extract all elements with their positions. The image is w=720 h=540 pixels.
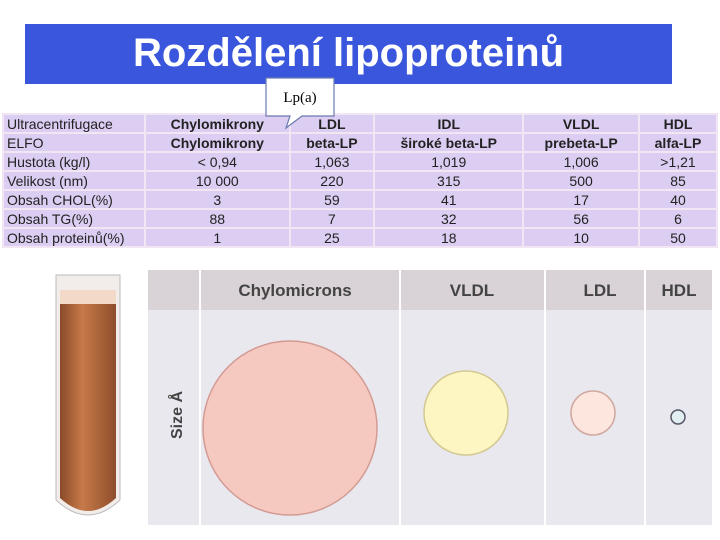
table-cell: 56 bbox=[522, 208, 640, 229]
table-cell: 32 bbox=[373, 208, 525, 229]
row-label: ELFO bbox=[2, 132, 146, 153]
table-cell: beta-LP bbox=[288, 132, 376, 153]
table-cell: 10 000 bbox=[144, 170, 291, 191]
hdl-circle bbox=[670, 409, 686, 425]
axis-label: Size Å bbox=[167, 391, 186, 439]
table-cell: 40 bbox=[637, 189, 719, 210]
table-cell: prebeta-LP bbox=[522, 132, 640, 153]
table-cell: 41 bbox=[373, 189, 525, 210]
table-cell: 1,006 bbox=[522, 151, 640, 172]
table-cell: alfa-LP bbox=[637, 132, 719, 153]
slide-title: Rozdělení lipoproteinů bbox=[25, 24, 672, 84]
table-cell: 10 bbox=[522, 227, 640, 248]
test-tube bbox=[55, 274, 121, 516]
table-cell: VLDL bbox=[522, 113, 640, 134]
table-cell: 85 bbox=[637, 170, 719, 191]
table-cell: 17 bbox=[522, 189, 640, 210]
callout: Lp(a) bbox=[265, 77, 335, 130]
table-cell: 1,019 bbox=[373, 151, 525, 172]
column-label: LDL bbox=[583, 281, 616, 300]
callout-box bbox=[265, 77, 335, 130]
table-cell: >1,21 bbox=[637, 151, 719, 172]
row-label: Ultracentrifugace bbox=[2, 113, 146, 134]
table-row: Ultracentrifugace Chylomikrony LDL IDL VLDL H… bbox=[2, 113, 719, 134]
table-cell: 220 bbox=[288, 170, 376, 191]
row-label: Velikost (nm) bbox=[2, 170, 146, 191]
table-row: Velikost (nm) 10 000 220 315 500 85 bbox=[2, 170, 719, 191]
tube-glass bbox=[55, 274, 121, 516]
tube-cream bbox=[60, 290, 116, 304]
column-label: Chylomicrons bbox=[238, 281, 351, 300]
row-label: Hustota (kg/l) bbox=[2, 151, 146, 172]
diagram-bg bbox=[148, 270, 712, 525]
table-cell: 25 bbox=[288, 227, 376, 248]
table-cell: 88 bbox=[144, 208, 291, 229]
tube-content bbox=[60, 300, 116, 511]
callout-text: Lp(a) bbox=[283, 90, 316, 106]
diagram-header bbox=[148, 270, 712, 310]
table-cell: široké beta-LP bbox=[373, 132, 525, 153]
table-cell: 315 bbox=[373, 170, 525, 191]
table-cell: LDL bbox=[288, 113, 376, 134]
table-row: Obsah TG(%) 88 7 32 56 6 bbox=[2, 208, 719, 229]
table-cell: Chylomikrony bbox=[144, 113, 291, 134]
table-cell: 59 bbox=[288, 189, 376, 210]
chylomicron-circle bbox=[202, 340, 378, 516]
table-cell: 500 bbox=[522, 170, 640, 191]
table-row: Hustota (kg/l) < 0,94 1,063 1,019 1,006 >1,21 bbox=[2, 151, 719, 172]
table-cell: 18 bbox=[373, 227, 525, 248]
table-cell: < 0,94 bbox=[144, 151, 291, 172]
table-row: Obsah CHOL(%) 3 59 41 17 40 bbox=[2, 189, 719, 210]
lipoprotein-table: Ultracentrifugace Chylomikrony LDL IDL VLDL H… bbox=[2, 113, 719, 248]
ldl-circle bbox=[570, 390, 616, 436]
table-cell: 3 bbox=[144, 189, 291, 210]
row-label: Obsah CHOL(%) bbox=[2, 189, 146, 210]
table-row: ELFO Chylomikrony beta-LP široké beta-LP pre… bbox=[2, 132, 719, 153]
table-cell: 7 bbox=[288, 208, 376, 229]
table-cell: 6 bbox=[637, 208, 719, 229]
table-cell: Chylomikrony bbox=[144, 132, 291, 153]
row-label: Obsah proteinů(%) bbox=[2, 227, 146, 248]
column-label: VLDL bbox=[450, 281, 494, 300]
column-label: HDL bbox=[662, 281, 697, 300]
table-cell: 1 bbox=[144, 227, 291, 248]
size-diagram: Chylomicrons VLDL LDL HDL Size Å bbox=[148, 270, 712, 525]
row-label: Obsah TG(%) bbox=[2, 208, 146, 229]
vldl-circle bbox=[423, 370, 509, 456]
table-row: Obsah proteinů(%) 1 25 18 10 50 bbox=[2, 227, 719, 248]
table-cell: HDL bbox=[637, 113, 719, 134]
table-cell: 1,063 bbox=[288, 151, 376, 172]
table-cell: 50 bbox=[637, 227, 719, 248]
table-cell: IDL bbox=[373, 113, 525, 134]
